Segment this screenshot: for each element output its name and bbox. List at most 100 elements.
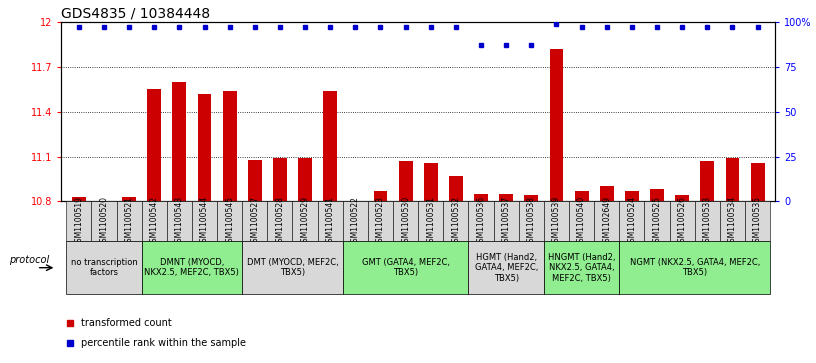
Bar: [594, 201, 619, 241]
Bar: [499, 194, 513, 201]
Text: HNGMT (Hand2,
NKX2.5, GATA4,
MEF2C, TBX5): HNGMT (Hand2, NKX2.5, GATA4, MEF2C, TBX5…: [548, 253, 615, 283]
Bar: [142, 201, 166, 241]
Text: GSM1100528: GSM1100528: [276, 196, 285, 247]
Text: GSM1100521: GSM1100521: [125, 196, 134, 247]
Bar: [650, 189, 664, 201]
Bar: [66, 241, 142, 294]
Text: GMT (GATA4, MEF2C,
TBX5): GMT (GATA4, MEF2C, TBX5): [361, 258, 450, 277]
Bar: [273, 158, 287, 201]
Bar: [268, 201, 292, 241]
Bar: [670, 201, 694, 241]
Bar: [317, 201, 343, 241]
Bar: [574, 191, 588, 201]
Bar: [148, 89, 161, 201]
Bar: [292, 201, 317, 241]
Bar: [298, 158, 312, 201]
Text: GSM1100540: GSM1100540: [577, 196, 586, 247]
Bar: [745, 201, 770, 241]
Bar: [374, 191, 388, 201]
Text: GSM1100523: GSM1100523: [376, 196, 385, 247]
Bar: [474, 194, 488, 201]
Text: NGMT (NKX2.5, GATA4, MEF2C,
TBX5): NGMT (NKX2.5, GATA4, MEF2C, TBX5): [630, 258, 760, 277]
Bar: [694, 201, 720, 241]
Text: transformed count: transformed count: [81, 318, 172, 329]
Bar: [619, 201, 645, 241]
Text: GSM1100527: GSM1100527: [251, 196, 259, 247]
Bar: [725, 158, 739, 201]
Text: GSM1100531: GSM1100531: [426, 196, 435, 247]
Text: no transcription
factors: no transcription factors: [70, 258, 137, 277]
Bar: [424, 163, 437, 201]
Bar: [418, 201, 443, 241]
Text: DMNT (MYOCD,
NKX2.5, MEF2C, TBX5): DMNT (MYOCD, NKX2.5, MEF2C, TBX5): [144, 258, 239, 277]
Bar: [449, 176, 463, 201]
Bar: [544, 241, 619, 294]
Bar: [619, 241, 770, 294]
Bar: [117, 201, 142, 241]
Bar: [242, 201, 268, 241]
Text: HGMT (Hand2,
GATA4, MEF2C,
TBX5): HGMT (Hand2, GATA4, MEF2C, TBX5): [475, 253, 538, 283]
Bar: [625, 191, 639, 201]
Text: GSM1100520: GSM1100520: [100, 196, 109, 247]
Bar: [676, 195, 689, 201]
Text: GSM1100541: GSM1100541: [326, 196, 335, 247]
Bar: [494, 201, 519, 241]
Bar: [97, 201, 111, 203]
Text: GSM1100544: GSM1100544: [200, 196, 209, 247]
Bar: [217, 201, 242, 241]
Text: GSM1100545: GSM1100545: [225, 196, 234, 247]
Text: GSM1100522: GSM1100522: [351, 196, 360, 247]
Text: GSM1100533: GSM1100533: [703, 196, 712, 247]
Bar: [343, 241, 468, 294]
Bar: [600, 187, 614, 201]
Bar: [242, 241, 343, 294]
Bar: [368, 201, 393, 241]
Bar: [91, 201, 117, 241]
Text: GSM1100536: GSM1100536: [477, 196, 486, 247]
Bar: [343, 201, 368, 241]
Text: GSM1100543: GSM1100543: [175, 196, 184, 247]
Bar: [544, 201, 569, 241]
Bar: [66, 201, 91, 241]
Bar: [393, 201, 418, 241]
Bar: [197, 94, 211, 201]
Bar: [192, 201, 217, 241]
Bar: [399, 161, 413, 201]
Text: GSM1100526: GSM1100526: [677, 196, 687, 247]
Bar: [720, 201, 745, 241]
Bar: [323, 91, 337, 201]
Text: GSM1100542: GSM1100542: [149, 196, 159, 247]
Bar: [142, 241, 242, 294]
Bar: [569, 201, 594, 241]
Text: GDS4835 / 10384448: GDS4835 / 10384448: [61, 7, 211, 21]
Bar: [549, 49, 563, 201]
Bar: [700, 161, 714, 201]
Text: GSM1100529: GSM1100529: [300, 196, 309, 247]
Bar: [468, 201, 494, 241]
Text: protocol: protocol: [9, 255, 50, 265]
Bar: [645, 201, 670, 241]
Bar: [166, 201, 192, 241]
Text: GSM1100532: GSM1100532: [451, 196, 460, 247]
Bar: [72, 197, 86, 201]
Text: GSM1100534: GSM1100534: [728, 196, 737, 247]
Text: percentile rank within the sample: percentile rank within the sample: [81, 338, 246, 348]
Text: GSM1100538: GSM1100538: [527, 196, 536, 247]
Text: GSM1100519: GSM1100519: [74, 196, 83, 247]
Text: GSM1100535: GSM1100535: [753, 196, 762, 247]
Text: GSM1100530: GSM1100530: [401, 196, 410, 247]
Bar: [751, 163, 765, 201]
Text: GSM1100539: GSM1100539: [552, 196, 561, 247]
Text: GSM1100524: GSM1100524: [628, 196, 636, 247]
Bar: [248, 159, 262, 201]
Text: GSM1102649: GSM1102649: [602, 196, 611, 247]
Bar: [468, 241, 544, 294]
Bar: [525, 195, 539, 201]
Text: GSM1100537: GSM1100537: [502, 196, 511, 247]
Bar: [443, 201, 468, 241]
Bar: [172, 82, 186, 201]
Bar: [223, 91, 237, 201]
Bar: [519, 201, 544, 241]
Bar: [122, 197, 136, 201]
Text: GSM1100525: GSM1100525: [653, 196, 662, 247]
